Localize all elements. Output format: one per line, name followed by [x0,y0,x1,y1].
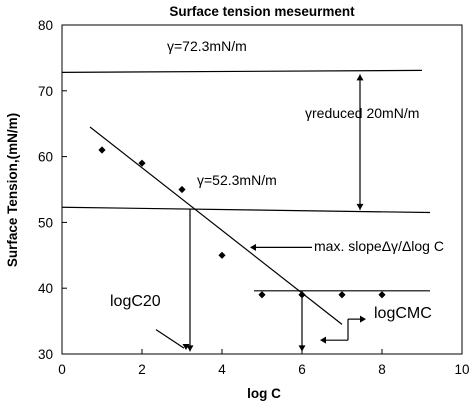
data-point [258,291,266,299]
y-axis-label: Surface Tension,(mN/m) [5,113,20,267]
x-axis-label: log C [247,386,281,401]
chart-title: Surface tension meseurment [169,4,355,19]
data-point [338,291,346,299]
gamma-reduced-arrow-head-up [356,74,364,81]
log-c20-pointer-head [182,344,190,351]
x-tick-label: 8 [378,362,386,377]
y-tick-label: 50 [38,215,53,230]
annotation-gamma-reduced: γreduced 20mN/m [305,105,419,121]
annotation-max-slope: max. slopeΔγ/Δlog C [314,238,444,254]
x-tick-label: 10 [454,362,469,377]
y-tick-label: 30 [38,347,53,362]
slope-line-line [89,126,343,325]
x-tick-label: 6 [298,362,306,377]
data-point [178,185,186,194]
upper-horizontal-line [61,69,423,73]
annotation-gamma-middle: γ=52.3mN/m [197,172,277,188]
y-tick-label: 60 [38,150,53,165]
plot-frame [61,24,463,355]
y-tick-label: 70 [38,84,53,99]
data-point [138,159,146,167]
middle-horizontal-line [61,206,431,214]
data-point [218,251,226,259]
log-c20-drop-head [186,345,194,352]
max-slope-pointer-head [250,243,256,251]
data-point [98,146,106,154]
annotation-log-c20: logC20 [110,293,161,310]
annotation-log-cmc: logCMC [374,305,432,322]
gamma-reduced-arrow-head-down [356,203,364,210]
y-axis-ticks: 30 40 50 60 70 80 [38,18,67,362]
data-points [98,146,386,299]
log-c20-pointer [155,329,185,349]
x-tick-label: 2 [138,362,146,377]
annotation-gamma-upper: γ=72.3mN/m [167,38,247,54]
log-cmc-drop-head [298,345,306,352]
reference-lines [61,69,431,325]
x-tick-label: 4 [218,362,226,377]
annotation-arrows [155,74,366,352]
y-tick-label: 80 [38,18,53,33]
log-cmc-bracket-head [320,336,326,344]
y-tick-label: 40 [38,281,53,296]
data-point [378,291,386,299]
x-tick-label: 0 [58,362,66,377]
x-axis-ticks: 0 2 4 6 8 10 [58,349,470,377]
log-cmc-bracket-top-head [360,315,366,323]
